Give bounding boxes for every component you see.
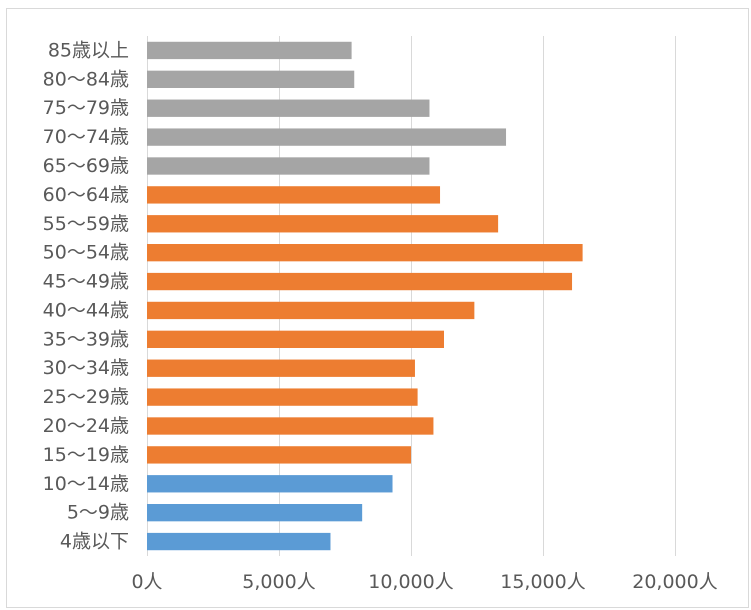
bar-10 bbox=[147, 330, 444, 348]
category-label-8: 45〜49歳 bbox=[43, 271, 129, 293]
x-tick-label-2: 10,000人 bbox=[368, 571, 453, 593]
bar-14 bbox=[147, 446, 411, 464]
bar-15 bbox=[147, 475, 393, 493]
bar-17 bbox=[147, 532, 331, 551]
bar-16 bbox=[147, 504, 363, 522]
category-label-16: 5〜9歳 bbox=[67, 502, 129, 524]
bar-8 bbox=[147, 272, 573, 291]
category-label-11: 30〜34歳 bbox=[43, 357, 129, 379]
category-label-3: 70〜74歳 bbox=[43, 126, 129, 148]
bar-12 bbox=[147, 388, 418, 406]
bar-5 bbox=[147, 186, 441, 204]
x-tick-label-3: 15,000人 bbox=[500, 571, 585, 593]
bar-13 bbox=[147, 417, 434, 435]
bar-7 bbox=[147, 244, 583, 262]
category-label-14: 15〜19歳 bbox=[43, 444, 129, 466]
bar-11 bbox=[147, 359, 415, 377]
bar-4 bbox=[147, 157, 430, 175]
category-label-10: 35〜39歳 bbox=[43, 328, 129, 350]
category-label-9: 40〜44歳 bbox=[43, 299, 129, 321]
bar-6 bbox=[147, 215, 499, 233]
x-tick-label-4: 20,000人 bbox=[632, 571, 717, 593]
category-label-17: 4歳以下 bbox=[60, 531, 129, 553]
category-label-2: 75〜79歳 bbox=[43, 97, 129, 119]
category-label-13: 20〜24歳 bbox=[43, 415, 129, 437]
chart-frame bbox=[6, 8, 749, 608]
bar-9 bbox=[147, 301, 475, 320]
category-label-12: 25〜29歳 bbox=[43, 386, 129, 408]
bar-2 bbox=[147, 99, 430, 117]
x-tick-label-0: 0人 bbox=[131, 571, 162, 593]
category-label-15: 10〜14歳 bbox=[43, 473, 129, 495]
bar-1 bbox=[147, 70, 355, 88]
category-label-6: 55〜59歳 bbox=[43, 213, 129, 235]
x-tick-label-1: 5,000人 bbox=[242, 571, 315, 593]
category-label-7: 50〜54歳 bbox=[43, 242, 129, 264]
category-label-4: 65〜69歳 bbox=[43, 155, 129, 177]
bar-3 bbox=[147, 128, 507, 146]
bar-0 bbox=[147, 41, 352, 60]
category-label-1: 80〜84歳 bbox=[43, 68, 129, 90]
category-label-5: 60〜64歳 bbox=[43, 184, 129, 206]
category-label-0: 85歳以上 bbox=[48, 39, 129, 61]
